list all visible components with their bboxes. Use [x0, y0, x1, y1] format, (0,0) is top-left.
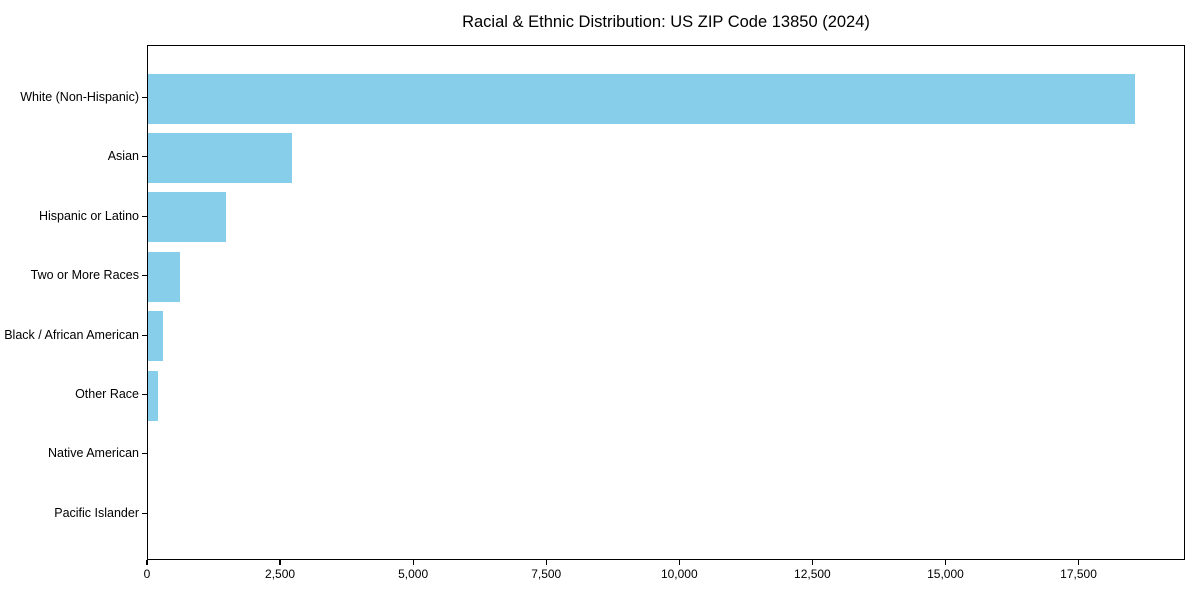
x-tick-mark [678, 560, 680, 565]
bar [148, 311, 164, 362]
x-tick-mark [545, 560, 547, 565]
x-tick-mark [412, 560, 414, 565]
bar [148, 251, 180, 302]
x-tick-label: 5,000 [398, 567, 429, 581]
y-tick-mark [141, 275, 148, 277]
x-tick-mark [944, 560, 947, 565]
y-axis-label: Black / African American [4, 327, 139, 342]
y-axis-label: Asian [107, 149, 139, 164]
plot-area [147, 45, 1185, 560]
x-tick-label: 0 [143, 567, 151, 581]
y-tick-mark [141, 96, 148, 99]
y-tick-mark [141, 453, 148, 455]
bar [148, 73, 1135, 124]
y-axis-label: Native American [47, 446, 139, 461]
x-tick-mark [279, 560, 281, 565]
bar [148, 192, 227, 243]
chart-title: Racial & Ethnic Distribution: US ZIP Cod… [462, 13, 870, 31]
x-tick-label: 2,500 [265, 567, 296, 581]
x-tick-mark [811, 560, 813, 565]
y-axis-label: White (Non-Hispanic) [20, 90, 139, 104]
x-tick-mark [146, 560, 148, 565]
y-axis-label: Hispanic or Latino [38, 208, 139, 223]
x-tick-label: 7,500 [531, 567, 562, 581]
y-tick-mark [141, 334, 148, 336]
y-axis-label: Two or More Races [30, 268, 139, 283]
x-tick-label: 17,500 [1060, 567, 1097, 581]
y-axis-label: Other Race [75, 387, 139, 401]
bar [148, 370, 158, 421]
y-tick-mark [141, 156, 148, 158]
x-tick-label: 12,500 [794, 567, 831, 581]
x-tick-mark [1077, 560, 1080, 565]
x-tick-label: 10,000 [660, 567, 698, 581]
y-tick-mark [141, 512, 148, 514]
y-tick-mark [141, 393, 148, 396]
y-tick-mark [141, 215, 148, 217]
x-tick-label: 15,000 [927, 567, 964, 581]
bar [148, 132, 292, 183]
y-axis-label: Pacific Islander [54, 505, 139, 520]
